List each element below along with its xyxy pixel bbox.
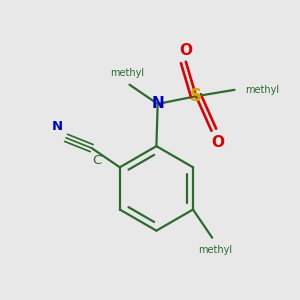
Text: N: N — [52, 120, 63, 133]
Text: methyl: methyl — [198, 245, 232, 255]
Text: C: C — [92, 154, 101, 167]
Text: S: S — [190, 87, 202, 105]
Text: N: N — [151, 96, 164, 111]
Text: O: O — [179, 43, 192, 58]
Text: O: O — [212, 135, 224, 150]
Text: methyl: methyl — [110, 68, 144, 78]
Text: methyl: methyl — [245, 85, 279, 95]
